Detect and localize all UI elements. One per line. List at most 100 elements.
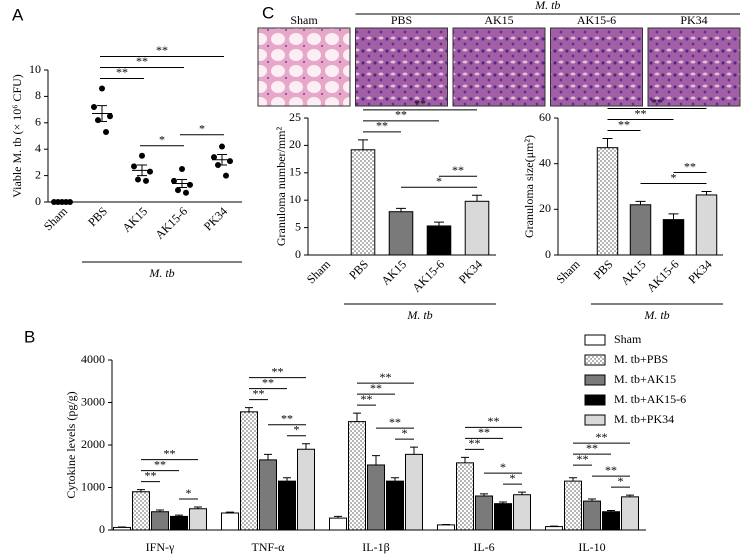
data-point bbox=[99, 85, 105, 92]
bar bbox=[132, 491, 150, 531]
data-point bbox=[171, 177, 177, 184]
bar bbox=[278, 480, 296, 531]
panel-label: A bbox=[12, 5, 24, 24]
significance-label: ** bbox=[478, 425, 490, 439]
bar bbox=[350, 149, 376, 256]
significance-label: ** bbox=[164, 446, 176, 460]
data-point bbox=[219, 143, 225, 150]
x-tick-label: IFN-γ bbox=[146, 540, 175, 554]
micrograph-label: AK15-6 bbox=[577, 13, 616, 27]
bar bbox=[564, 480, 582, 531]
legend-swatch bbox=[584, 394, 606, 406]
x-tick-label: IL-10 bbox=[578, 540, 605, 554]
bar bbox=[170, 515, 188, 531]
panel-label: C bbox=[262, 3, 274, 22]
data-point bbox=[187, 181, 193, 188]
data-point bbox=[227, 158, 233, 165]
bar bbox=[367, 464, 385, 531]
x-tick-label: PK34 bbox=[456, 257, 485, 286]
error-bar bbox=[391, 477, 399, 482]
significance-label: ** bbox=[145, 468, 157, 482]
data-point bbox=[107, 113, 113, 120]
group-label: M. tb bbox=[406, 308, 432, 322]
legend-swatch bbox=[584, 414, 606, 426]
micrograph bbox=[257, 27, 351, 107]
error-bar bbox=[472, 194, 482, 202]
bar bbox=[113, 526, 131, 531]
micrograph bbox=[647, 27, 741, 107]
significance-label: ** bbox=[469, 436, 481, 450]
significance-label: * bbox=[671, 170, 677, 184]
bar bbox=[494, 503, 512, 531]
significance-label: ** bbox=[253, 386, 265, 400]
bar bbox=[662, 219, 685, 256]
bar bbox=[464, 200, 490, 256]
error-bar bbox=[569, 477, 577, 482]
significance-label: ** bbox=[414, 97, 426, 111]
significance-label: ** bbox=[651, 95, 663, 109]
y-tick-label: 4000 bbox=[81, 352, 105, 366]
y-axis-label: Granuloma number/mm² bbox=[274, 126, 288, 246]
y-tick-label: 5 bbox=[295, 219, 301, 233]
bar bbox=[348, 421, 366, 531]
error-bar bbox=[434, 221, 444, 226]
micrograph-label: AK15 bbox=[484, 13, 513, 27]
significance-label: ** bbox=[156, 43, 168, 57]
significance-label: ** bbox=[376, 119, 388, 133]
x-tick-label: PK34 bbox=[685, 257, 714, 286]
y-tick-label: 10 bbox=[29, 62, 41, 76]
x-tick-label: AK15 bbox=[618, 257, 649, 288]
y-tick-label: 0 bbox=[545, 247, 551, 261]
y-tick-label: 2 bbox=[35, 167, 41, 181]
x-tick-label: PBS bbox=[85, 204, 110, 229]
error-bar bbox=[410, 446, 418, 455]
x-tick-label: Sham bbox=[304, 257, 334, 287]
panel-label: B bbox=[24, 327, 35, 346]
significance-label: * bbox=[199, 122, 205, 136]
y-axis-label: Granuloma size(μm²) bbox=[522, 135, 536, 238]
bar bbox=[596, 147, 619, 256]
error-bar bbox=[217, 153, 227, 166]
legend-label: M. tb+PK34 bbox=[614, 412, 674, 426]
significance-label: ** bbox=[370, 381, 382, 395]
bar bbox=[388, 211, 414, 256]
significance-label: ** bbox=[635, 106, 647, 120]
micrograph-label: PK34 bbox=[680, 13, 707, 27]
error-bar bbox=[97, 105, 107, 122]
y-tick-label: 4 bbox=[35, 141, 41, 155]
significance-label: * bbox=[500, 460, 506, 474]
bar bbox=[405, 453, 423, 531]
bar bbox=[437, 524, 455, 531]
error-bar bbox=[396, 207, 406, 212]
error-bar bbox=[602, 138, 613, 148]
x-tick-label: IL-6 bbox=[473, 540, 494, 554]
significance-label: * bbox=[618, 474, 624, 488]
y-tick-label: 60 bbox=[539, 110, 551, 124]
data-point bbox=[131, 163, 137, 170]
significance-label: ** bbox=[596, 430, 608, 444]
y-tick-label: 0 bbox=[35, 194, 41, 208]
bar bbox=[297, 448, 315, 531]
significance-label: ** bbox=[618, 117, 630, 131]
micrograph-label: Sham bbox=[290, 13, 318, 27]
legend-swatch bbox=[584, 334, 606, 346]
data-point bbox=[139, 152, 145, 159]
significance-label: ** bbox=[154, 457, 166, 471]
group-label: M. tb bbox=[534, 0, 560, 12]
data-point bbox=[143, 177, 149, 184]
y-axis-label: Viable M. tb (× 10⁶ CFU) bbox=[10, 74, 24, 198]
y-tick-label: 1000 bbox=[81, 479, 105, 493]
significance-label: * bbox=[186, 486, 192, 500]
error-bar bbox=[635, 200, 646, 205]
error-bar bbox=[461, 456, 469, 463]
y-tick-label: 10 bbox=[289, 192, 301, 206]
bar bbox=[240, 411, 258, 531]
x-tick-label: AK15 bbox=[378, 257, 409, 288]
data-point bbox=[103, 129, 109, 136]
x-tick-label: AK15-6 bbox=[152, 204, 190, 242]
data-point bbox=[147, 168, 153, 175]
error-bar bbox=[668, 213, 679, 220]
significance-label: ** bbox=[281, 411, 293, 425]
significance-label: ** bbox=[380, 370, 392, 384]
error-bar bbox=[245, 407, 253, 412]
